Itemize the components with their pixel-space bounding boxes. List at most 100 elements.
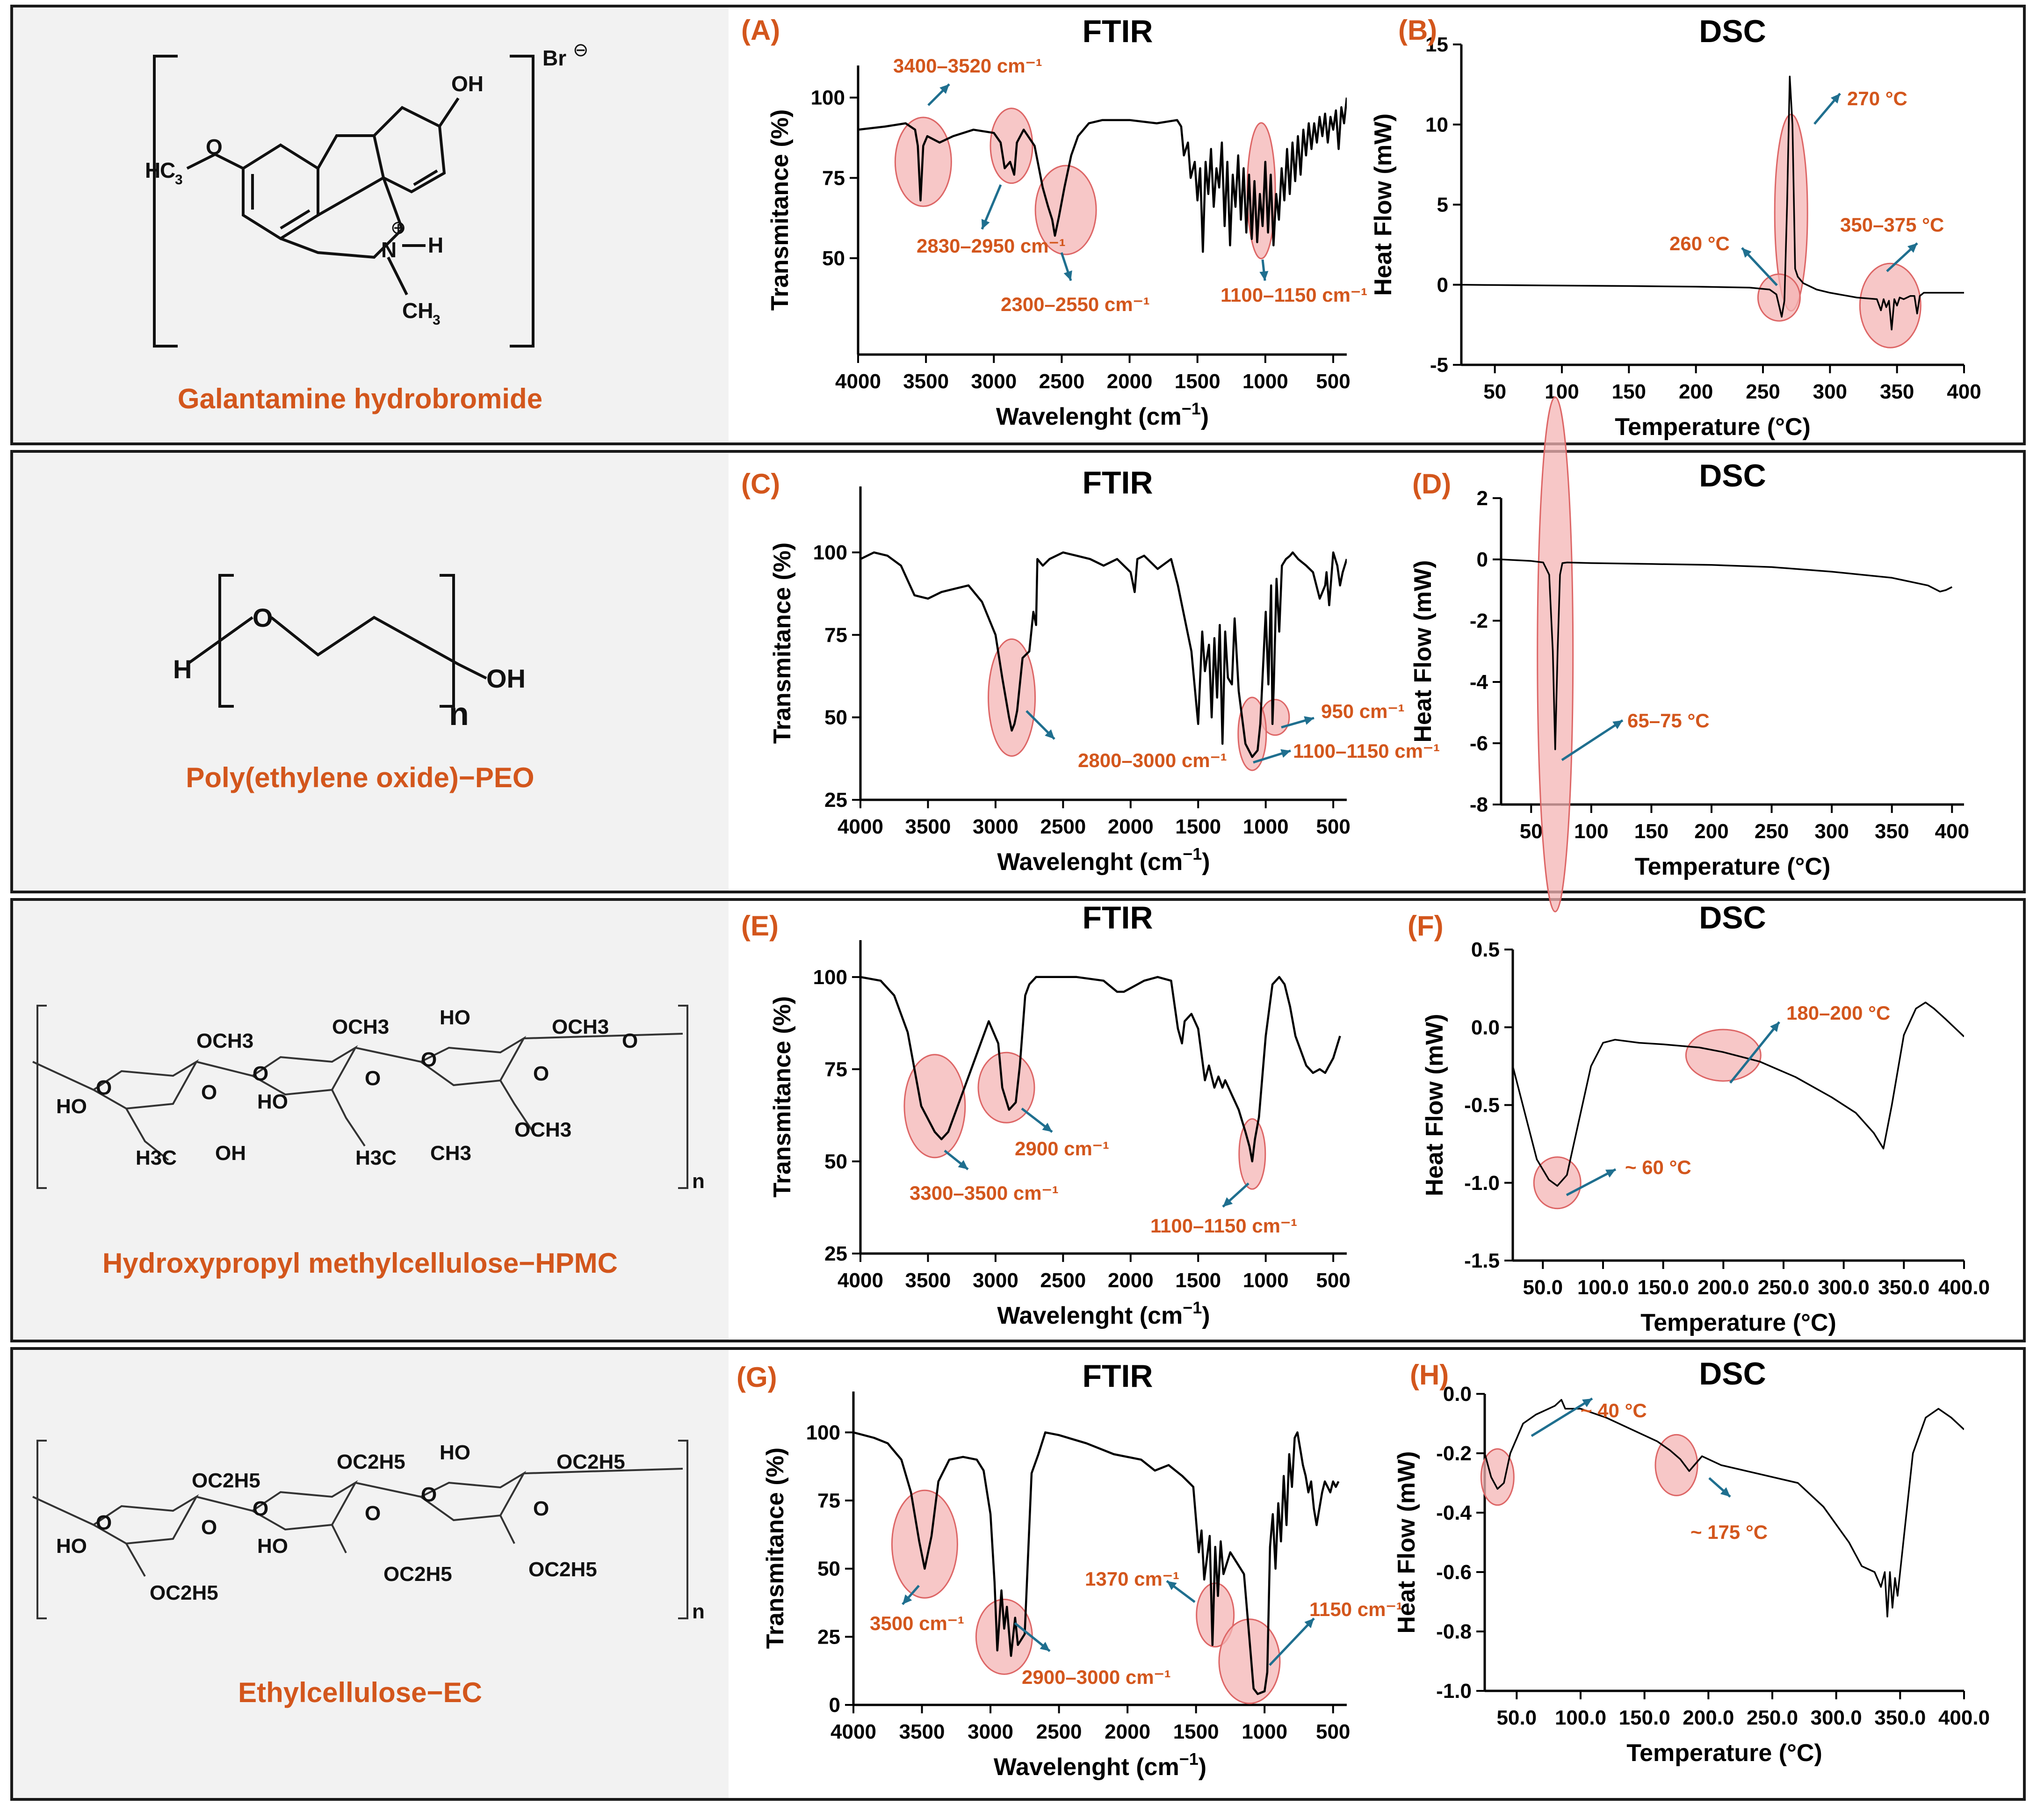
structure-panel [13, 7, 729, 442]
y-tick-label: 50 [824, 706, 847, 729]
x-tick-label: 100.0 [1577, 1276, 1629, 1299]
y-tick-label: 25 [817, 1625, 840, 1648]
annotation-arrowhead [958, 1160, 968, 1169]
highlight-ellipse [903, 1054, 966, 1159]
h3co-sub-label: 3 [175, 172, 183, 188]
x-tick-label: 4000 [838, 815, 883, 838]
x-tick-label: 150 [1612, 380, 1646, 403]
x-tick-label: 300 [1813, 380, 1847, 403]
x-axis-label-end: ) [1199, 1754, 1206, 1781]
y-tick-label: 75 [822, 167, 845, 189]
x-tick-label: 200 [1679, 380, 1713, 403]
chart-title: DSC [1699, 900, 1766, 935]
y-axis-label: Transmitance (%) [766, 109, 794, 311]
y-tick-label: 0.0 [1443, 1383, 1472, 1406]
ch3-sub-label: 3 [433, 312, 441, 328]
chart-title: DSC [1699, 1356, 1766, 1392]
y-tick-label: 0 [1437, 274, 1448, 297]
annotation-label: 180–200 °C [1786, 1002, 1890, 1024]
x-tick-label: 350.0 [1878, 1276, 1929, 1299]
x-tick-label: 50.0 [1523, 1276, 1563, 1299]
h3c-label: H3C [136, 1146, 177, 1169]
x-tick-label: 1500 [1175, 815, 1221, 838]
annotation-arrowhead [903, 1594, 912, 1604]
series-line [860, 976, 1341, 1163]
y-tick-label: 100 [813, 541, 847, 564]
x-tick-label: 500 [1316, 370, 1350, 393]
y-tick-label: -4 [1470, 671, 1488, 694]
y-tick-label: 50 [817, 1558, 840, 1580]
o-label: O [96, 1511, 112, 1534]
series-line [1501, 558, 1953, 750]
x-tick-label: 3500 [905, 815, 951, 838]
h3co-h-label: H [145, 158, 160, 182]
o-ring-label: O [365, 1502, 381, 1525]
chart-H: 50.0 100.0 150.0 200.0 250.0 300.0 350.0 400.0 -… [1393, 1356, 1990, 1767]
oc2h5-label: OC2H5 [383, 1563, 452, 1586]
panel-label: (B) [1398, 14, 1437, 46]
y-tick-label: -0.8 [1436, 1620, 1472, 1643]
annotation-label: 1150 cm⁻¹ [1309, 1598, 1403, 1620]
annotation-arrowhead [1259, 271, 1269, 281]
x-tick-label: 300.0 [1811, 1706, 1862, 1729]
oc2h5-label: OC2H5 [556, 1450, 625, 1473]
annotation-label: 1370 cm⁻¹ [1085, 1568, 1179, 1590]
x-tick-label: 4000 [831, 1720, 876, 1743]
panel-label: (G) [737, 1362, 777, 1393]
x-tick-label: 150.0 [1638, 1276, 1689, 1299]
x-tick-label: 1000 [1243, 815, 1289, 838]
x-axis-label: Temperature (°C) [1626, 1740, 1822, 1767]
annotation-arrowhead [1045, 729, 1055, 739]
y-tick-label: 100 [811, 87, 845, 109]
x-axis-label: Wavelenght (cm−1) [994, 1749, 1206, 1781]
chart-title: DSC [1699, 458, 1766, 493]
x-tick-label: 300 [1814, 820, 1849, 843]
chart-D: 50 100 150 200 250 300 350 400 -8 -6 -4 -2 0 2 Tempera… [1409, 396, 1969, 913]
x-tick-label: 3000 [973, 815, 1018, 838]
panel-label: (D) [1412, 468, 1451, 500]
x-tick-label: 100.0 [1555, 1706, 1606, 1729]
chart-title: FTIR [1082, 900, 1153, 935]
x-tick-label: 1500 [1173, 1720, 1219, 1743]
series-line [853, 1431, 1340, 1695]
x-tick-label: 100 [1545, 380, 1579, 403]
annotation-arrowhead [1612, 720, 1623, 729]
x-tick-label: 3000 [973, 1269, 1018, 1292]
o-bridge-label: O [253, 1497, 268, 1520]
repeat-n-label: n [692, 1600, 705, 1623]
chart-A: 4000 3500 3000 2500 2000 1500 1000 500 50 75 100 Wa… [741, 14, 1367, 430]
chart-B: 50 100 150 200 250 300 350 400 -5 0 5 10 15 Temperatu… [1370, 14, 1981, 441]
chart-title: FTIR [1082, 465, 1153, 500]
structure-panel [13, 453, 729, 891]
highlight-ellipse [989, 108, 1033, 184]
panel-label: (E) [741, 910, 779, 942]
br-label: Br [542, 46, 566, 70]
chart-title: FTIR [1082, 14, 1153, 49]
annotation-arrowhead [1770, 1022, 1779, 1032]
x-tick-label: 250.0 [1747, 1706, 1798, 1729]
y-tick-label: -1.5 [1464, 1249, 1500, 1272]
repeat-n-label: n [449, 696, 469, 732]
x-tick-label: 50 [1483, 380, 1506, 403]
series-line [1461, 75, 1964, 331]
ho-label: HO [440, 1441, 470, 1464]
y-tick-label: 50 [824, 1150, 847, 1173]
x-tick-label: 1500 [1175, 1269, 1221, 1292]
y-tick-label: -6 [1470, 732, 1488, 755]
och3-label: OCH3 [332, 1015, 389, 1038]
y-tick-label: -8 [1470, 793, 1488, 816]
y-tick-label: 25 [824, 789, 847, 812]
panel-label: (A) [741, 14, 780, 46]
x-tick-label: 2500 [1040, 815, 1086, 838]
annotation-arrow [1561, 719, 1624, 761]
y-tick-label: 75 [824, 1058, 847, 1081]
x-axis-label-sup: −1 [1183, 844, 1202, 863]
y-tick-label: -0.5 [1464, 1094, 1500, 1117]
x-tick-label: 350 [1880, 380, 1914, 403]
x-tick-label: 2000 [1105, 1720, 1150, 1743]
annotation-arrowhead [1304, 716, 1314, 725]
y-tick-label: -5 [1430, 354, 1448, 377]
annotation-arrowhead [1582, 1399, 1592, 1407]
x-axis-label: Temperature (°C) [1635, 853, 1831, 880]
